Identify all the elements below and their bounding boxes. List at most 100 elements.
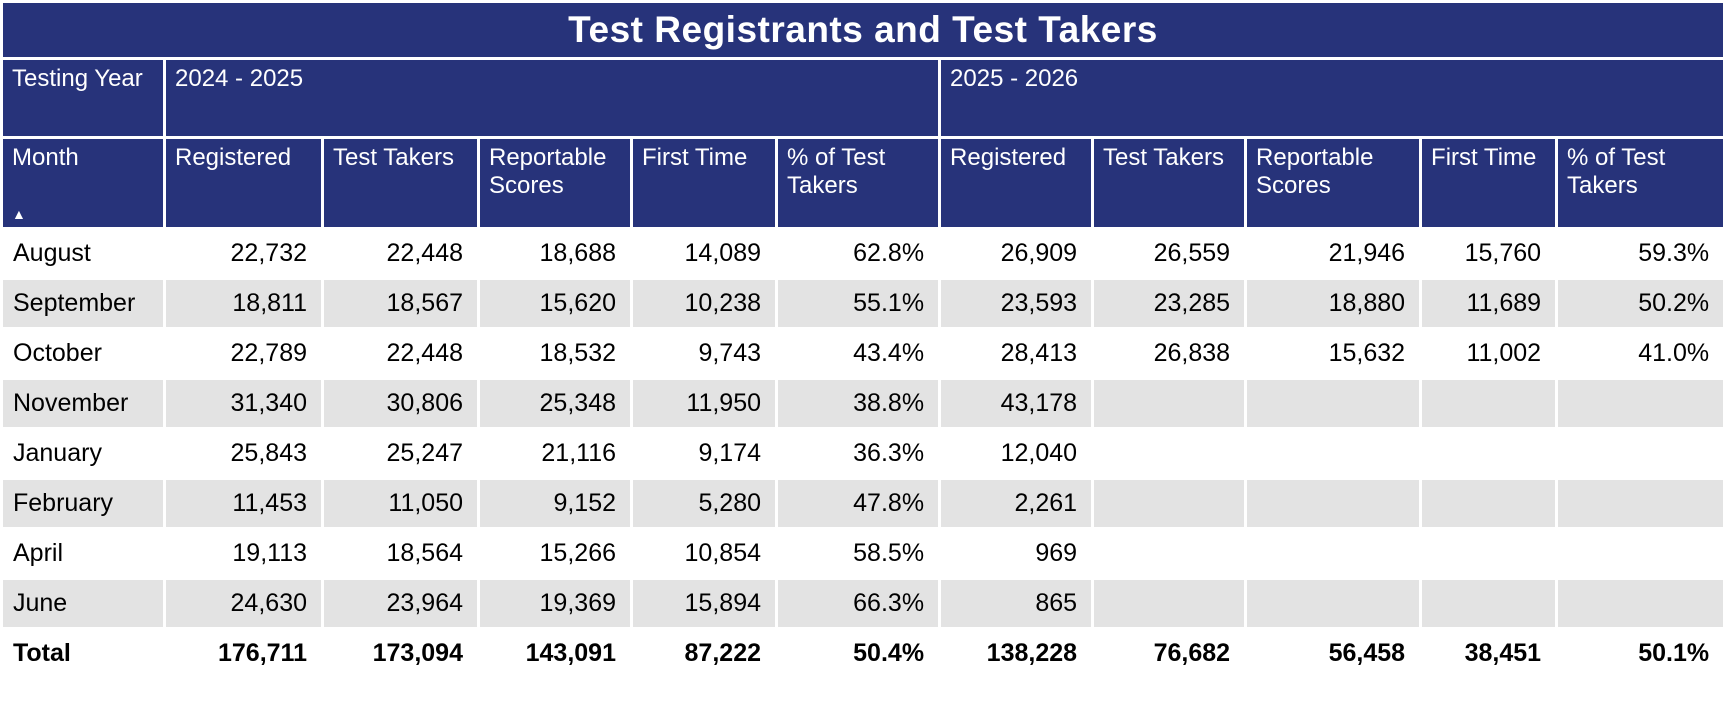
value-cell: 30,806 <box>324 380 477 427</box>
value-cell: 15,894 <box>633 580 775 627</box>
value-cell: 41.0% <box>1558 330 1724 377</box>
value-cell: 38,451 <box>1422 630 1556 677</box>
value-cell: 15,760 <box>1422 230 1556 277</box>
col-header-first-time-2[interactable]: First Time <box>1422 139 1556 227</box>
value-cell: 62.8% <box>778 230 939 277</box>
value-cell: 31,340 <box>166 380 321 427</box>
col-header-test-takers-1[interactable]: Test Takers <box>324 139 477 227</box>
value-cell: 9,743 <box>633 330 775 377</box>
value-cell: 23,593 <box>941 280 1092 327</box>
value-cell <box>1094 430 1245 477</box>
value-cell <box>1558 380 1724 427</box>
value-cell <box>1247 530 1420 577</box>
value-cell <box>1094 530 1245 577</box>
value-cell: 9,152 <box>480 480 630 527</box>
value-cell <box>1558 480 1724 527</box>
registrants-table: Testing Year 2024 - 2025 2025 - 2026 Mon… <box>0 57 1726 680</box>
value-cell: 87,222 <box>633 630 775 677</box>
value-cell: 15,620 <box>480 280 630 327</box>
report-title-bar: Test Registrants and Test Takers <box>3 3 1723 57</box>
value-cell: 14,089 <box>633 230 775 277</box>
year-group-row: Testing Year 2024 - 2025 2025 - 2026 <box>3 60 1724 136</box>
table-row: October 22,789 22,448 18,532 9,743 43.4% 28,41… <box>3 330 1724 377</box>
value-cell: 173,094 <box>324 630 477 677</box>
value-cell: 22,732 <box>166 230 321 277</box>
value-cell <box>1422 530 1556 577</box>
value-cell: 26,909 <box>941 230 1092 277</box>
year-group-2025-2026: 2025 - 2026 <box>941 60 1724 136</box>
value-cell <box>1422 480 1556 527</box>
month-cell: November <box>3 380 163 427</box>
table-row: April 19,113 18,564 15,266 10,854 58.5% 969 <box>3 530 1724 577</box>
value-cell: 22,448 <box>324 330 477 377</box>
month-cell: February <box>3 480 163 527</box>
value-cell: 19,113 <box>166 530 321 577</box>
col-header-reportable-scores-2[interactable]: Reportable Scores <box>1247 139 1420 227</box>
month-header-label: Month <box>12 144 79 171</box>
value-cell: 50.1% <box>1558 630 1724 677</box>
value-cell: 50.4% <box>778 630 939 677</box>
value-cell <box>1422 380 1556 427</box>
value-cell: 9,174 <box>633 430 775 477</box>
month-cell: October <box>3 330 163 377</box>
value-cell <box>1094 480 1245 527</box>
value-cell: 55.1% <box>778 280 939 327</box>
month-cell: June <box>3 580 163 627</box>
value-cell: 18,688 <box>480 230 630 277</box>
value-cell: 865 <box>941 580 1092 627</box>
value-cell: 18,532 <box>480 330 630 377</box>
table-row: February 11,453 11,050 9,152 5,280 47.8% 2,261 <box>3 480 1724 527</box>
value-cell: 50.2% <box>1558 280 1724 327</box>
table-row: August 22,732 22,448 18,688 14,089 62.8% 26,90… <box>3 230 1724 277</box>
value-cell: 15,266 <box>480 530 630 577</box>
value-cell: 38.8% <box>778 380 939 427</box>
value-cell: 56,458 <box>1247 630 1420 677</box>
value-cell <box>1247 580 1420 627</box>
col-header-first-time-1[interactable]: First Time <box>633 139 775 227</box>
value-cell: 138,228 <box>941 630 1092 677</box>
value-cell: 24,630 <box>166 580 321 627</box>
value-cell <box>1558 530 1724 577</box>
value-cell <box>1422 430 1556 477</box>
month-cell: August <box>3 230 163 277</box>
col-header-reportable-scores-1[interactable]: Reportable Scores <box>480 139 630 227</box>
value-cell: 59.3% <box>1558 230 1724 277</box>
value-cell: 18,880 <box>1247 280 1420 327</box>
value-cell: 10,854 <box>633 530 775 577</box>
month-cell: January <box>3 430 163 477</box>
report-title: Test Registrants and Test Takers <box>568 9 1158 50</box>
sort-ascending-icon: ▲ <box>12 206 26 222</box>
col-header-pct-test-takers-1[interactable]: % of Test Takers <box>778 139 939 227</box>
value-cell: 43,178 <box>941 380 1092 427</box>
month-cell: April <box>3 530 163 577</box>
col-header-pct-test-takers-2[interactable]: % of Test Takers <box>1558 139 1724 227</box>
year-group-2024-2025: 2024 - 2025 <box>166 60 939 136</box>
month-column-header[interactable]: Month ▲ <box>3 139 163 227</box>
month-cell: Total <box>3 630 163 677</box>
table-row: June 24,630 23,964 19,369 15,894 66.3% 865 <box>3 580 1724 627</box>
value-cell: 25,843 <box>166 430 321 477</box>
value-cell: 26,559 <box>1094 230 1245 277</box>
total-row: Total 176,711 173,094 143,091 87,222 50.4% 138… <box>3 630 1724 677</box>
value-cell: 969 <box>941 530 1092 577</box>
col-header-test-takers-2[interactable]: Test Takers <box>1094 139 1245 227</box>
value-cell: 11,002 <box>1422 330 1556 377</box>
value-cell: 11,050 <box>324 480 477 527</box>
value-cell: 36.3% <box>778 430 939 477</box>
value-cell: 11,453 <box>166 480 321 527</box>
value-cell: 176,711 <box>166 630 321 677</box>
value-cell: 26,838 <box>1094 330 1245 377</box>
column-header-row: Month ▲ Registered Test Takers Reportabl… <box>3 139 1724 227</box>
value-cell: 25,348 <box>480 380 630 427</box>
value-cell <box>1558 430 1724 477</box>
table-row: September 18,811 18,567 15,620 10,238 55.1% 23… <box>3 280 1724 327</box>
col-header-registered-1[interactable]: Registered <box>166 139 321 227</box>
value-cell: 10,238 <box>633 280 775 327</box>
value-cell: 28,413 <box>941 330 1092 377</box>
value-cell <box>1247 480 1420 527</box>
value-cell: 5,280 <box>633 480 775 527</box>
col-header-registered-2[interactable]: Registered <box>941 139 1092 227</box>
value-cell: 76,682 <box>1094 630 1245 677</box>
table-row: November 31,340 30,806 25,348 11,950 38.8% 43,… <box>3 380 1724 427</box>
